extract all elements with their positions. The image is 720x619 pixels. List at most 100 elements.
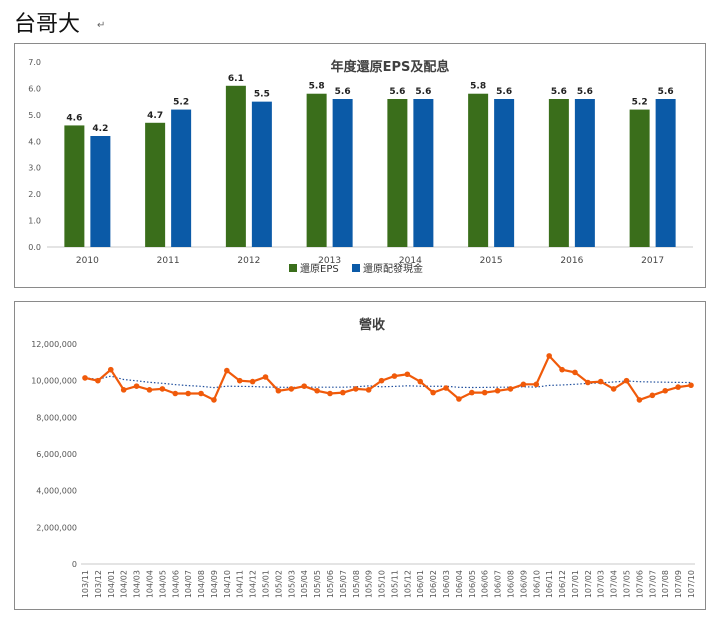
legend-swatch-eps <box>289 264 297 272</box>
revenue-point <box>275 387 282 394</box>
data-label: 5.8 <box>309 82 325 92</box>
y-tick-label: 0 <box>72 560 77 569</box>
revenue-point <box>649 392 656 399</box>
revenue-point <box>249 378 256 385</box>
x-tick-label: 107/10 <box>687 570 696 598</box>
data-label: 5.6 <box>496 87 512 97</box>
x-tick-label: 106/05 <box>468 570 477 598</box>
revenue-point <box>404 371 411 378</box>
revenue-point <box>378 377 385 384</box>
eps-bar <box>629 109 650 247</box>
x-tick-label: 107/07 <box>648 570 657 598</box>
x-tick-label: 103/11 <box>81 570 90 598</box>
revenue-point <box>146 387 153 393</box>
x-tick-label: 2010 <box>76 256 99 266</box>
x-tick-label: 105/06 <box>326 570 335 598</box>
dividend-bar <box>90 136 111 247</box>
revenue-point <box>430 389 436 396</box>
data-label: 5.2 <box>173 98 189 108</box>
x-tick-label: 107/06 <box>635 570 644 598</box>
dividend-bar <box>574 99 595 247</box>
x-tick-label: 104/10 <box>223 570 232 598</box>
legend-label: 還原EPS <box>300 263 339 275</box>
data-label: 4.6 <box>66 113 82 123</box>
y-tick-label: 4.0 <box>28 137 41 146</box>
revenue-point <box>662 387 669 394</box>
data-label: 5.6 <box>389 87 405 97</box>
x-tick-label: 104/11 <box>236 570 245 598</box>
revenue-point <box>301 383 307 389</box>
eps-bar <box>225 85 246 248</box>
y-tick-label: 7.0 <box>28 58 41 67</box>
revenue-point <box>327 390 333 397</box>
dividend-bar <box>413 99 434 247</box>
revenue-point <box>365 387 372 393</box>
dividend-bar <box>251 101 272 247</box>
revenue-point <box>610 386 617 392</box>
x-tick-label: 2013 <box>318 256 341 266</box>
revenue-point <box>185 390 191 397</box>
y-tick-label: 1.0 <box>28 217 41 226</box>
x-tick-label: 106/08 <box>506 570 515 598</box>
x-tick-label: 104/08 <box>197 570 206 598</box>
chart-title: 營收 <box>359 317 386 333</box>
data-label: 4.2 <box>92 124 108 134</box>
x-tick-label: 105/08 <box>352 570 361 598</box>
eps-bar <box>468 93 489 247</box>
data-label: 5.6 <box>577 87 593 97</box>
revenue-point <box>623 377 630 384</box>
y-tick-label: 0.0 <box>28 243 41 252</box>
x-tick-label: 105/03 <box>287 570 296 598</box>
x-tick-label: 105/09 <box>365 570 374 598</box>
x-tick-label: 107/02 <box>584 570 593 598</box>
paragraph-mark-icon: ↵ <box>97 20 106 31</box>
data-label: 4.7 <box>147 111 163 121</box>
revenue-point <box>391 373 398 379</box>
x-tick-label: 106/03 <box>442 570 451 598</box>
x-tick-label: 104/06 <box>171 570 180 598</box>
revenue-point <box>236 377 243 384</box>
eps-bar <box>387 99 408 247</box>
revenue-point <box>262 374 269 380</box>
y-tick-label: 5.0 <box>28 111 41 120</box>
dividend-bar <box>655 99 676 247</box>
y-tick-label: 2,000,000 <box>36 523 77 532</box>
revenue-point <box>159 386 166 392</box>
data-label: 5.6 <box>415 87 431 97</box>
x-tick-label: 106/12 <box>558 570 567 598</box>
data-label: 5.6 <box>658 87 674 97</box>
revenue-point <box>469 389 475 396</box>
y-tick-label: 2.0 <box>28 190 41 199</box>
page-title: 台哥大 <box>14 12 81 37</box>
x-tick-label: 106/01 <box>416 570 425 598</box>
eps-bar <box>145 122 166 247</box>
y-tick-label: 6,000,000 <box>36 450 77 459</box>
revenue-point <box>82 375 88 381</box>
data-label: 5.2 <box>632 98 648 108</box>
y-tick-label: 6.0 <box>28 84 41 93</box>
x-tick-label: 107/03 <box>597 570 606 598</box>
eps-bar <box>64 125 85 247</box>
data-label: 6.1 <box>228 74 244 84</box>
revenue-point <box>120 387 127 393</box>
revenue-point <box>352 386 359 392</box>
chart-title: 年度還原EPS及配息 <box>331 59 450 75</box>
revenue-point <box>494 387 501 394</box>
revenue-point <box>107 366 114 373</box>
x-tick-label: 103/12 <box>94 570 103 598</box>
revenue-point <box>211 397 217 403</box>
x-tick-label: 107/09 <box>674 570 683 598</box>
x-tick-label: 106/10 <box>532 570 541 598</box>
data-label: 5.5 <box>254 90 270 100</box>
x-tick-label: 104/05 <box>158 570 167 598</box>
revenue-chart: 營收 0 2,000,000 4,000,000 6,000,000 8,000,000 1… <box>31 317 696 598</box>
x-tick-label: 106/09 <box>519 570 528 598</box>
y-tick-label: 3.0 <box>28 164 41 173</box>
revenue-point <box>533 381 540 388</box>
x-tick-label: 2015 <box>480 256 503 266</box>
revenue-point <box>314 387 320 394</box>
x-tick-label: 104/07 <box>184 570 193 598</box>
x-tick-label: 104/02 <box>120 570 129 598</box>
revenue-point <box>559 366 565 373</box>
x-tick-label: 104/03 <box>133 570 142 598</box>
